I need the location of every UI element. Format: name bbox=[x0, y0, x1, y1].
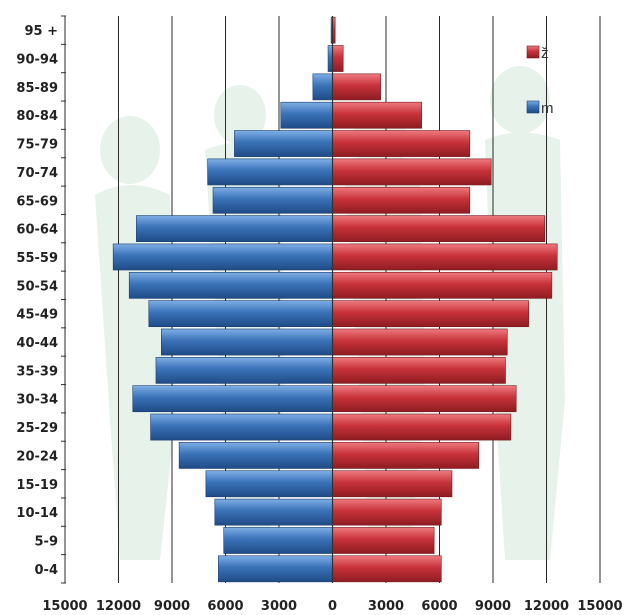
x-tick-label: 12000 bbox=[96, 599, 141, 614]
y-tick-label: 70-74 bbox=[16, 166, 58, 181]
y-tick-label: 55-59 bbox=[16, 251, 58, 266]
legend-swatch-male bbox=[527, 101, 539, 113]
bar-female-60-64 bbox=[333, 216, 545, 242]
y-tick-label: 10-14 bbox=[16, 506, 58, 521]
bar-male-55-59 bbox=[113, 244, 332, 270]
bar-male-70-74 bbox=[208, 159, 333, 185]
x-tick-label: 12000 bbox=[524, 599, 569, 614]
y-tick-label: 90-94 bbox=[16, 53, 58, 68]
x-tick-label: 9000 bbox=[154, 599, 190, 614]
bar-female-75-79 bbox=[333, 131, 470, 157]
y-tick-label: 30-34 bbox=[16, 393, 58, 408]
bar-male-50-54 bbox=[129, 272, 332, 298]
y-tick-label: 95 + bbox=[24, 24, 58, 39]
y-tick-label: 75-79 bbox=[16, 138, 58, 153]
y-tick-label: 35-39 bbox=[16, 364, 58, 379]
legend-swatch-female bbox=[527, 46, 539, 58]
bar-female-0-4 bbox=[333, 556, 442, 582]
bar-female-40-44 bbox=[333, 329, 508, 355]
bar-male-85-89 bbox=[313, 74, 333, 100]
y-tick-label: 15-19 bbox=[16, 478, 58, 493]
x-tick-label: 3000 bbox=[261, 599, 297, 614]
bar-male-20-24 bbox=[179, 442, 332, 468]
x-tick-label: 9000 bbox=[475, 599, 511, 614]
bar-female-70-74 bbox=[333, 159, 492, 185]
x-tick-label: 0 bbox=[328, 599, 337, 614]
bar-female-35-39 bbox=[333, 357, 506, 383]
bar-female-65-69 bbox=[333, 187, 470, 213]
y-tick-label: 5-9 bbox=[35, 534, 59, 549]
y-tick-label: 65-69 bbox=[16, 194, 58, 209]
y-tick-label: 60-64 bbox=[16, 223, 58, 238]
y-tick-label: 45-49 bbox=[16, 308, 58, 323]
x-tick-label: 15000 bbox=[577, 599, 622, 614]
bar-male-0-4 bbox=[218, 556, 332, 582]
bar-male-30-34 bbox=[133, 386, 333, 412]
bar-male-80-84 bbox=[281, 102, 333, 128]
bar-male-65-69 bbox=[213, 187, 332, 213]
bar-male-35-39 bbox=[156, 357, 333, 383]
y-tick-label: 85-89 bbox=[16, 81, 58, 96]
y-tick-label: 20-24 bbox=[16, 449, 58, 464]
x-tick-labels: 15000 12000 9000 6000 3000 0 3000 6000 9000 12000… bbox=[42, 599, 622, 614]
bar-female-25-29 bbox=[333, 414, 511, 440]
bar-female-50-54 bbox=[333, 272, 552, 298]
y-tick-label: 25-29 bbox=[16, 421, 58, 436]
y-tick-label: 40-44 bbox=[16, 336, 58, 351]
bar-female-80-84 bbox=[333, 102, 422, 128]
x-tick-label: 6000 bbox=[207, 599, 243, 614]
x-tick-label: 6000 bbox=[421, 599, 457, 614]
bar-female-55-59 bbox=[333, 244, 558, 270]
bar-male-5-9 bbox=[224, 527, 333, 553]
bar-female-5-9 bbox=[333, 527, 435, 553]
y-axis bbox=[61, 16, 333, 583]
bar-female-20-24 bbox=[333, 442, 479, 468]
y-tick-labels: 0-4 5-9 10-14 15-19 20-24 25-29 30-34 35-39 40-4… bbox=[16, 24, 58, 578]
bar-female-15-19 bbox=[333, 471, 452, 497]
bar-male-15-19 bbox=[206, 471, 333, 497]
bar-female-85-89 bbox=[333, 74, 381, 100]
x-tick-label: 3000 bbox=[368, 599, 404, 614]
bar-male-10-14 bbox=[215, 499, 333, 525]
y-tick-label: 80-84 bbox=[16, 109, 58, 124]
bar-female-30-34 bbox=[333, 386, 517, 412]
y-tick-label: 50-54 bbox=[16, 279, 58, 294]
legend-label-male: m bbox=[541, 100, 554, 117]
bar-female-45-49 bbox=[333, 301, 529, 327]
bar-male-75-79 bbox=[234, 131, 332, 157]
bar-male-45-49 bbox=[149, 301, 333, 327]
bar-female-90-94 bbox=[333, 45, 344, 71]
bar-male-40-44 bbox=[161, 329, 332, 355]
bar-male-60-64 bbox=[136, 216, 332, 242]
bar-female-10-14 bbox=[333, 499, 442, 525]
bar-male-25-29 bbox=[151, 414, 333, 440]
y-tick-label: 0-4 bbox=[35, 563, 59, 578]
legend-label-female: ž bbox=[541, 45, 549, 62]
x-tick-label: 15000 bbox=[42, 599, 87, 614]
bar-male-90-94 bbox=[328, 45, 332, 71]
